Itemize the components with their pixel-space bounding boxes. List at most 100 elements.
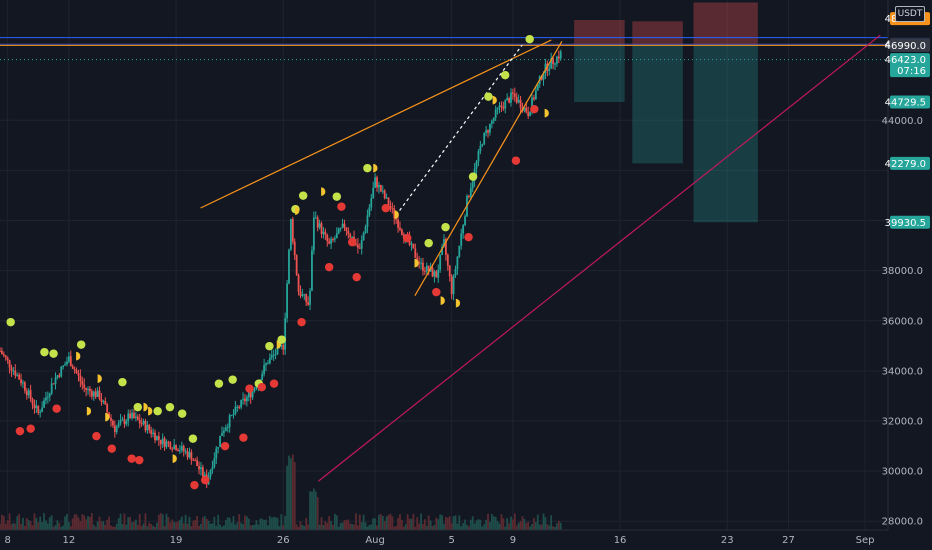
volume-bar [104, 524, 107, 530]
volume-bar [83, 515, 86, 530]
volume-bar [215, 525, 218, 530]
candle-body [108, 412, 110, 418]
volume-bar [445, 517, 447, 530]
price-tag [890, 215, 930, 229]
volume-bar [425, 525, 428, 530]
candle-body [100, 398, 103, 402]
volume-bar [416, 517, 419, 530]
candle-body [498, 105, 501, 108]
trend-line [318, 34, 881, 482]
apple-green-icon: ● [6, 315, 16, 328]
volume-bar [119, 513, 122, 530]
candle-body [485, 130, 488, 133]
volume-bar [223, 525, 225, 530]
candle-body [433, 271, 436, 277]
volume-bar [180, 516, 183, 530]
candle-body [360, 240, 363, 249]
candle-body [309, 290, 311, 305]
candle-body [278, 345, 281, 347]
candle-body [517, 99, 520, 103]
volume-bar [192, 520, 195, 530]
candle-body [364, 226, 367, 233]
volume-bar [456, 523, 459, 530]
trend-line [399, 44, 523, 211]
volume-bar [420, 513, 422, 530]
volume-bar [108, 516, 110, 530]
candle-body [446, 254, 449, 266]
volume-bar [506, 518, 509, 530]
candle-body [337, 228, 340, 234]
banana-icon: ◗ [97, 371, 103, 384]
banana-icon: ◗ [492, 93, 498, 106]
candle-body [347, 230, 350, 235]
volume-bar [257, 524, 260, 530]
volume-bar [378, 514, 380, 530]
candle-body [54, 377, 57, 385]
candle-body [510, 92, 512, 103]
price-axis[interactable]: 28000.0 30000.0 32000.0 34000.0 36000.0 38000… [882, 0, 932, 550]
candle-body [529, 112, 532, 117]
candle-body [169, 442, 172, 449]
candle-body [437, 269, 440, 278]
volume-bar [245, 516, 248, 530]
position-boxes[interactable] [574, 2, 758, 223]
apple-green-icon: ● [363, 161, 373, 174]
candle-body [81, 381, 84, 385]
candle-body [71, 366, 74, 369]
currency-badge[interactable]: USDT [895, 6, 925, 22]
volume-bar [56, 520, 59, 530]
volume-bar [473, 523, 476, 530]
candle-body [98, 390, 101, 399]
time-axis[interactable]: 8 12 19 26 Aug 5 9 16 23 27 Sep [0, 529, 888, 550]
volume-bar [437, 519, 440, 530]
volume-bar [402, 526, 405, 530]
volume-bar [131, 522, 133, 530]
candle-body [272, 354, 275, 356]
candle-body [167, 441, 170, 443]
candle-body [129, 413, 132, 419]
volume-bar [376, 525, 378, 530]
candle-body [462, 225, 465, 234]
candle-body [25, 390, 28, 396]
apple-green-icon: ● [277, 333, 287, 346]
volume-bar [492, 516, 495, 530]
candle-body [177, 450, 179, 452]
volume-bar [69, 526, 72, 530]
volume-bar [85, 519, 88, 530]
candle-body [368, 207, 371, 216]
volume-bar [148, 522, 151, 530]
horizontal-lines[interactable] [0, 37, 888, 61]
candle-body [404, 234, 407, 239]
candle-body [291, 218, 294, 242]
candle-body [219, 435, 221, 448]
candle-body [90, 391, 93, 397]
apple-red-icon: ● [530, 102, 540, 115]
volume-bar [136, 525, 139, 530]
candle-body [60, 366, 63, 377]
candle-body [550, 58, 553, 69]
candle-body [136, 416, 139, 420]
volume-bar [467, 526, 470, 530]
banana-icon: ◗ [276, 338, 282, 351]
candle-body [209, 469, 212, 477]
volume-bar [67, 521, 70, 530]
candle-body [115, 426, 118, 433]
candle-body [289, 218, 292, 250]
position-target-zone [632, 45, 683, 164]
volume-bar [261, 518, 264, 530]
volume-bar [511, 519, 514, 530]
candle-body [232, 414, 235, 416]
apple-green-icon: ● [118, 375, 128, 388]
candle-body [494, 109, 497, 118]
candle-body [456, 256, 459, 270]
volume-bar [517, 522, 520, 530]
volume-bar [196, 515, 199, 530]
candle-body [261, 373, 264, 380]
candle-body [328, 241, 331, 244]
trend-lines[interactable] [200, 34, 881, 482]
volume-bar [39, 516, 42, 530]
candle-body [500, 105, 503, 107]
volume-bar [462, 523, 465, 530]
volume-bar [318, 524, 321, 530]
